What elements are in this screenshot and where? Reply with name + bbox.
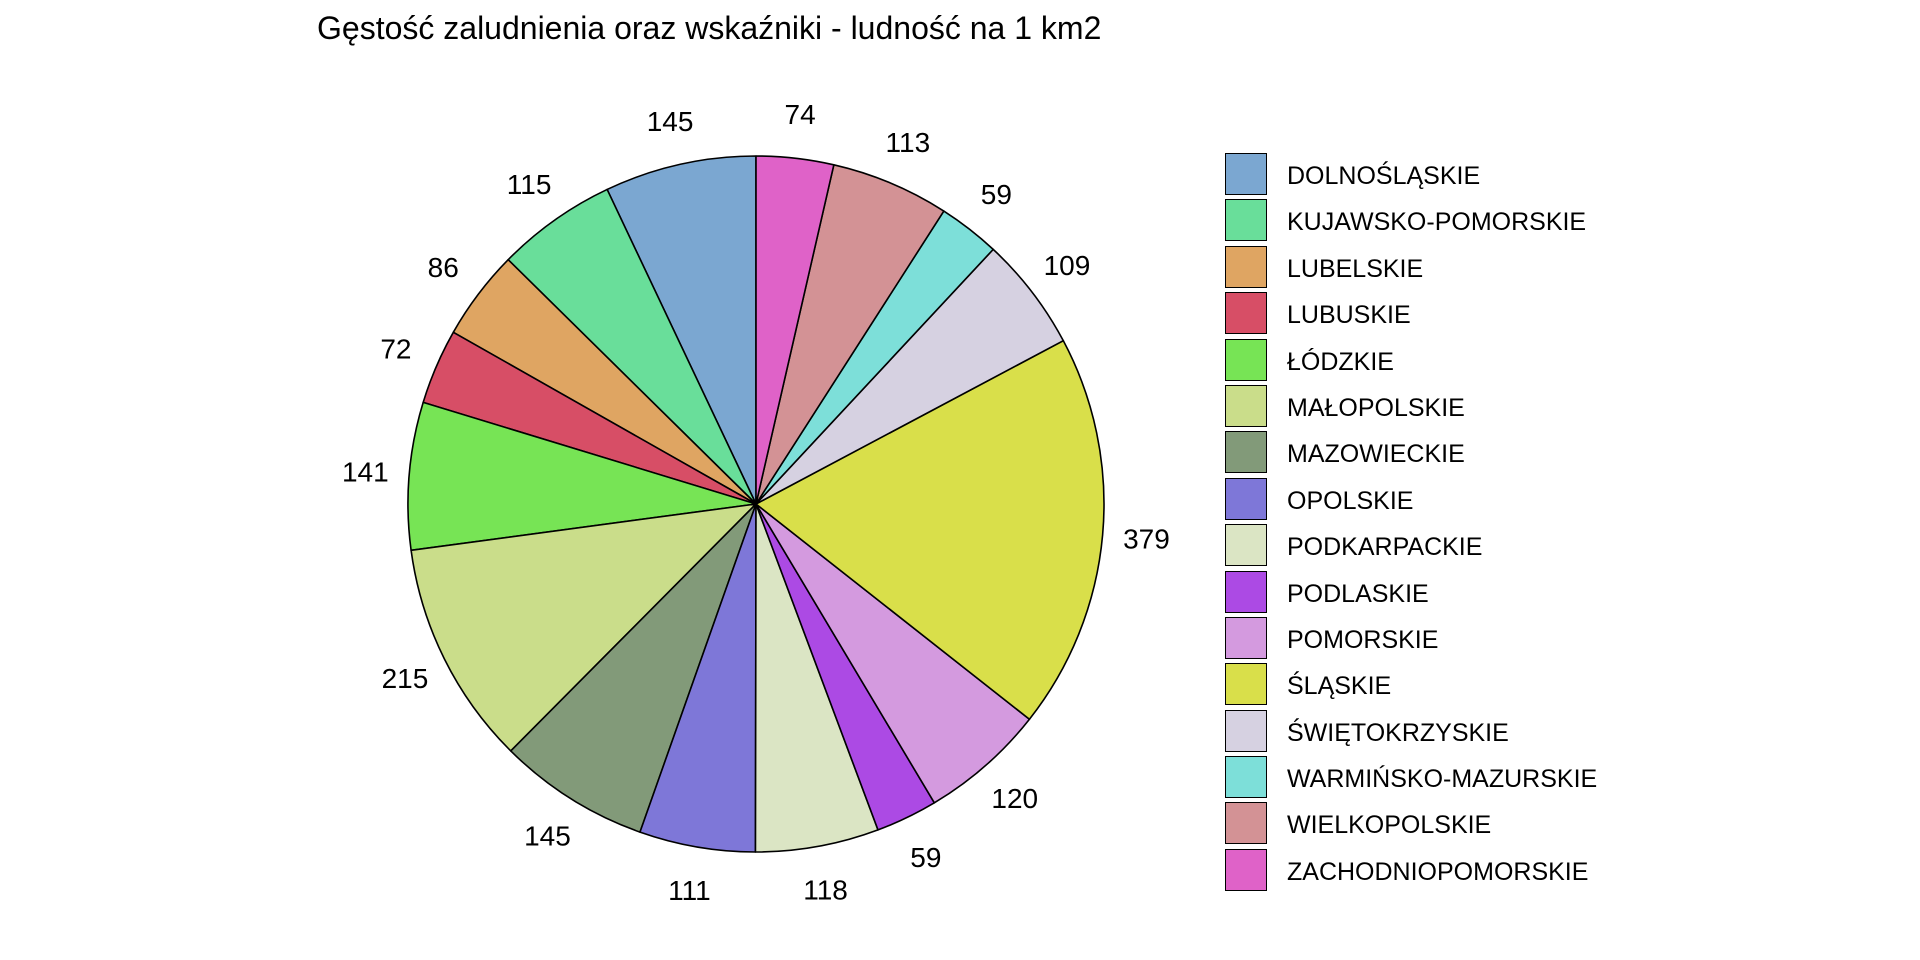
pie-slice-pomorskie <box>755 503 1031 804</box>
legend-swatch <box>1225 756 1267 799</box>
slice-value-label-podlaskie: 59 <box>910 842 941 873</box>
slice-value-label-slaskie: 379 <box>1123 523 1170 554</box>
slice-value-label-lodzkie: 141 <box>342 457 389 488</box>
legend-label: ŚWIĘTOKRZYSKIE <box>1287 718 1509 747</box>
legend-swatch <box>1225 570 1267 613</box>
legend-swatch <box>1225 848 1267 891</box>
legend-swatch <box>1225 338 1267 381</box>
legend-swatch <box>1225 292 1267 335</box>
legend-label: POMORSKIE <box>1287 625 1439 654</box>
legend-swatch <box>1225 616 1267 659</box>
legend-swatch <box>1225 384 1267 427</box>
slice-value-label-pomorskie: 120 <box>991 783 1038 814</box>
slice-value-label-malopolskie: 215 <box>382 663 429 694</box>
legend-label: ŁÓDZKIE <box>1287 347 1394 376</box>
pie-slice-lodzkie <box>407 401 757 552</box>
slice-value-label-warminsko-mazurskie: 59 <box>981 179 1012 210</box>
legend-label: DOLNOŚLĄSKIE <box>1287 162 1481 190</box>
slice-value-label-swietokrzyskie: 109 <box>1044 250 1091 281</box>
slice-value-label-lubuskie: 72 <box>380 334 411 365</box>
legend-swatch <box>1225 802 1267 845</box>
legend-label: LUBUSKIE <box>1287 301 1411 330</box>
legend-label: MAŁOPOLSKIE <box>1287 393 1465 422</box>
pie-value-labels: 145 115 86 72 141 215 145 111 118 59 120 379 109 59 11… <box>342 99 1170 906</box>
slice-value-label-podkarpackie: 118 <box>803 874 848 905</box>
legend-label: LUBELSKIE <box>1287 254 1424 283</box>
legend-swatch <box>1225 153 1267 195</box>
legend-label: PODLASKIE <box>1287 579 1429 608</box>
legend-label: KUJAWSKO-POMORSKIE <box>1287 208 1587 237</box>
legend-swatch <box>1225 524 1267 567</box>
pie-slice-mazowieckie <box>509 503 757 833</box>
legend-label: PODKARPACKIE <box>1287 533 1483 562</box>
slice-value-label-dolnoslaskie: 145 <box>647 106 694 137</box>
slice-value-label-opolskie: 111 <box>668 875 711 906</box>
legend-label: OPOLSKIE <box>1287 486 1414 515</box>
pie-slice-dolnoslaskie <box>606 155 757 505</box>
pie-slices <box>407 155 1105 853</box>
legend-swatch <box>1225 245 1267 288</box>
pie-slice-podkarpackie <box>754 503 879 853</box>
legend-swatch <box>1225 199 1267 242</box>
legend-label: WIELKOPOLSKIE <box>1287 811 1492 840</box>
legend-label: ŚLĄSKIE <box>1287 672 1392 701</box>
legend-swatch <box>1225 709 1267 752</box>
legend-label: ZACHODNIOPOMORSKIE <box>1287 857 1589 886</box>
slice-value-label-lubelskie: 86 <box>428 252 459 283</box>
slice-value-label-zachodniopomorskie: 74 <box>785 99 816 130</box>
slice-value-label-kujawsko-pomorskie: 115 <box>507 169 552 200</box>
chart-title: Gęstość zaludnienia oraz wskaźniki - lud… <box>317 10 1102 46</box>
slice-value-label-mazowieckie: 145 <box>524 820 571 851</box>
legend-swatch <box>1225 477 1267 520</box>
legend-label: MAZOWIECKIE <box>1287 440 1465 469</box>
legend-label: WARMIŃSKO-MAZURSKIE <box>1287 765 1598 794</box>
pie-slice-zachodniopomorskie <box>755 155 835 505</box>
legend-swatch <box>1225 663 1267 706</box>
pie-slice-slaskie <box>755 339 1105 721</box>
slice-value-label-wielkopolskie: 113 <box>886 127 931 158</box>
legend-swatch <box>1225 431 1267 474</box>
pie-slice-malopolskie <box>410 503 757 752</box>
